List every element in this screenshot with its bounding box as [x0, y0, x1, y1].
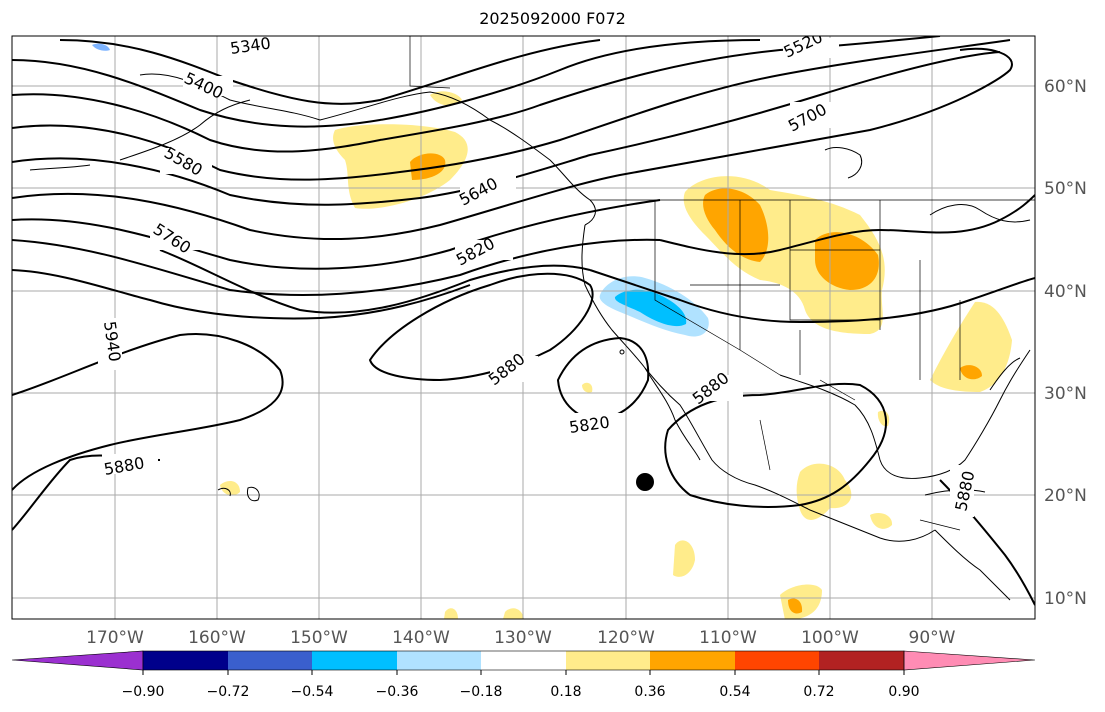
- colorbar-segment-5: [481, 651, 566, 670]
- lat-label-30n: 30°N: [1044, 384, 1087, 404]
- anomaly-positive-small-4: [503, 608, 524, 619]
- anomaly-positive-gulf-coast: [930, 301, 1012, 392]
- colorbar-tick-8: 0.54: [719, 684, 750, 700]
- lat-label-40n: 40°N: [1044, 282, 1087, 302]
- colorbar-segment-2: [228, 651, 312, 670]
- anomaly-positive-mexico: [796, 463, 852, 520]
- lon-label-110w: 110°W: [699, 628, 757, 648]
- colorbar-tick-10: 0.90: [888, 684, 919, 700]
- latitude-labels: 60°N 50°N 40°N 30°N 20°N 10°N: [1044, 77, 1087, 609]
- colorbar-segment-1: [143, 651, 228, 670]
- anomaly-positive-small-3: [444, 608, 458, 619]
- contour-label-5880-coast: 5880: [485, 349, 529, 389]
- colorbar-tick-1: −0.90: [122, 684, 165, 700]
- lon-label-120w: 120°W: [597, 628, 655, 648]
- longitude-labels: 170°W 160°W 150°W 140°W 130°W 120°W 110°…: [86, 628, 956, 648]
- anomaly-positive-north-plains-core-east: [815, 232, 879, 290]
- anomaly-negative-alaska-nw: [92, 43, 110, 51]
- colorbar-segment-3: [312, 651, 397, 670]
- lon-label-140w: 140°W: [392, 628, 450, 648]
- lon-label-130w: 130°W: [494, 628, 552, 648]
- anomaly-negative-california-core: [614, 289, 687, 327]
- colorbar-extend-high: [903, 650, 1036, 671]
- lon-label-160w: 160°W: [188, 628, 246, 648]
- anomaly-positive-small-2: [877, 410, 890, 427]
- coastlines: [29, 73, 1031, 601]
- colorbar-segment-7: [650, 651, 735, 670]
- anomaly-positive-north-plains-core-west: [703, 188, 769, 262]
- marker-dot: [636, 473, 654, 491]
- colorbar-segment-8: [735, 651, 819, 670]
- colorbar-tick-9: 0.72: [803, 684, 834, 700]
- map-frame: [11, 35, 1036, 620]
- colorbar-segment-9: [819, 651, 904, 670]
- contour-label-5340: 5340: [229, 33, 272, 57]
- anomaly-positive-small-1: [582, 382, 593, 393]
- anomaly-positive-pacific-south: [673, 540, 695, 577]
- anomaly-positive-alaska: [430, 91, 462, 106]
- colorbar-tick-5: −0.18: [460, 684, 503, 700]
- height-contours: [12, 36, 1035, 606]
- lon-label-90w: 90°W: [909, 628, 956, 648]
- graticule: [12, 36, 1035, 619]
- contour-label-5400: 5400: [181, 68, 226, 102]
- lon-label-170w: 170°W: [86, 628, 144, 648]
- anomaly-positive-hawaii: [220, 480, 240, 496]
- colorbar: −0.90 −0.72 −0.54 −0.36 −0.18 0.18 0.36 …: [11, 650, 1036, 700]
- anomaly-positive-gulf-alaska-core: [410, 153, 446, 180]
- lat-label-60n: 60°N: [1044, 77, 1087, 97]
- anomaly-positive-south-edge-core: [788, 598, 803, 614]
- lon-label-100w: 100°W: [801, 628, 859, 648]
- colorbar-segment-6: [566, 651, 650, 670]
- colorbar-tick-2: −0.72: [207, 684, 250, 700]
- colorbar-tick-4: −0.36: [376, 684, 419, 700]
- anomaly-positive-south-edge: [780, 584, 822, 619]
- lat-label-50n: 50°N: [1044, 179, 1087, 199]
- lat-label-20n: 20°N: [1044, 486, 1087, 506]
- colorbar-tick-3: −0.54: [291, 684, 334, 700]
- anomaly-positive-mexico-east: [870, 513, 893, 529]
- map-title: 2025092000 F072: [479, 9, 626, 28]
- colorbar-tick-7: 0.36: [634, 684, 665, 700]
- political-borders: [409, 36, 1035, 531]
- colorbar-segment-4: [397, 651, 481, 670]
- colorbar-extend-low: [11, 650, 144, 671]
- anomaly-shading: [92, 43, 1012, 619]
- lon-label-150w: 150°W: [290, 628, 348, 648]
- anomaly-positive-gulf-coast-core: [960, 365, 982, 380]
- lat-label-10n: 10°N: [1044, 589, 1087, 609]
- colorbar-tick-6: 0.18: [550, 684, 581, 700]
